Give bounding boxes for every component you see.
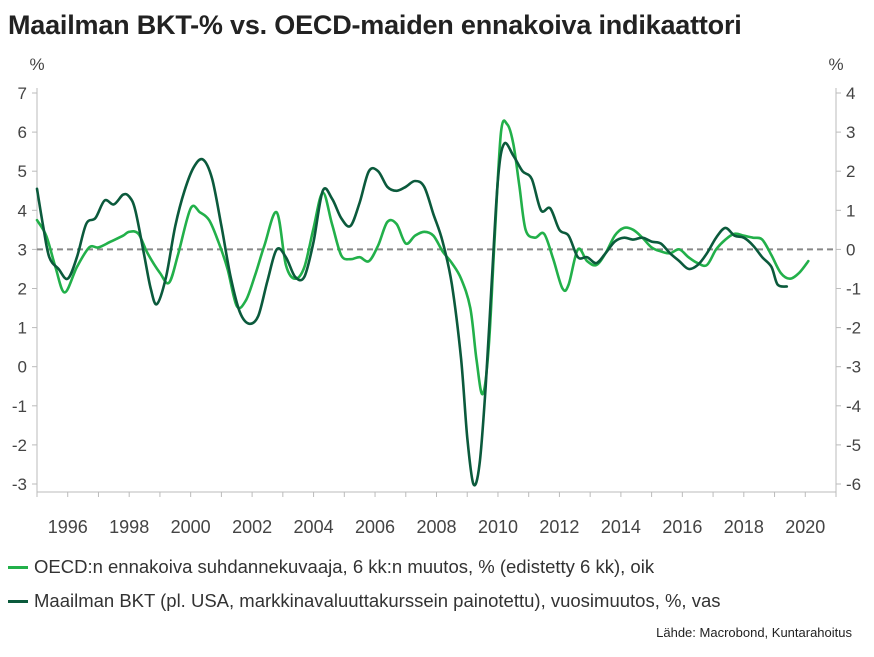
source-note: Lähde: Macrobond, Kuntarahoitus	[656, 625, 852, 640]
left-tick-label: 1	[18, 319, 27, 338]
x-tick-label: 2018	[724, 517, 764, 537]
legend-item-gdp: Maailman BKT (pl. USA, markkinavaluuttak…	[8, 590, 721, 612]
x-tick-label: 2020	[785, 517, 825, 537]
left-tick-label: 3	[18, 240, 27, 259]
right-tick-label: -1	[846, 280, 861, 299]
x-tick-label: 2016	[662, 517, 702, 537]
x-tick-label: 2002	[232, 517, 272, 537]
right-tick-label: -4	[846, 397, 861, 416]
x-tick-label: 2000	[171, 517, 211, 537]
series-lines	[35, 119, 810, 487]
left-tick-label: 0	[18, 358, 27, 377]
legend-item-oecd: OECD:n ennakoiva suhdannekuvaaja, 6 kk:n…	[8, 556, 654, 578]
left-tick-label: 5	[18, 162, 27, 181]
right-tick-label: -3	[846, 358, 861, 377]
left-tick-label: 2	[18, 280, 27, 299]
gridlines	[36, 88, 837, 492]
right-axis-unit: %	[828, 55, 843, 74]
legend-swatch-oecd	[8, 565, 28, 569]
right-tick-label: -6	[846, 475, 861, 494]
legend-swatch-gdp	[8, 599, 28, 603]
left-tick-label: 7	[18, 84, 27, 103]
x-tick-label: 2012	[539, 517, 579, 537]
right-tick-label: 0	[846, 240, 855, 259]
left-axis: -3 -2 -1 0 1 2 3 4 5 6 7	[12, 84, 37, 494]
right-tick-label: -2	[846, 319, 861, 338]
right-axis: -6 -5 -4 -3 -2 -1 0 1 2 3 4	[836, 84, 861, 494]
x-axis: 1996 1998 2000 2002 2004 2006 2008 2010 2012 2014…	[36, 491, 837, 537]
x-tick-label: 1998	[109, 517, 149, 537]
left-tick-label: -1	[12, 397, 27, 416]
left-tick-label: 6	[18, 123, 27, 142]
legend-label-gdp: Maailman BKT (pl. USA, markkinavaluuttak…	[34, 590, 721, 611]
right-tick-label: 3	[846, 123, 855, 142]
series-line-gdp	[35, 141, 789, 487]
right-tick-label: 4	[846, 84, 855, 103]
series-line-oecd	[35, 119, 810, 396]
chart-title: Maailman BKT-% vs. OECD-maiden ennakoiva…	[8, 10, 742, 40]
x-tick-label: 2008	[416, 517, 456, 537]
right-tick-label: 2	[846, 162, 855, 181]
left-tick-label: 4	[18, 201, 27, 220]
left-tick-label: -2	[12, 436, 27, 455]
x-tick-label: 1996	[48, 517, 88, 537]
left-tick-label: -3	[12, 475, 27, 494]
x-tick-label: 2010	[478, 517, 518, 537]
x-tick-label: 2004	[294, 517, 334, 537]
legend-label-oecd: OECD:n ennakoiva suhdannekuvaaja, 6 kk:n…	[34, 556, 655, 577]
x-tick-label: 2014	[601, 517, 641, 537]
left-axis-unit: %	[29, 55, 44, 74]
x-tick-label: 2006	[355, 517, 395, 537]
right-tick-label: 1	[846, 201, 855, 220]
right-tick-label: -5	[846, 436, 861, 455]
